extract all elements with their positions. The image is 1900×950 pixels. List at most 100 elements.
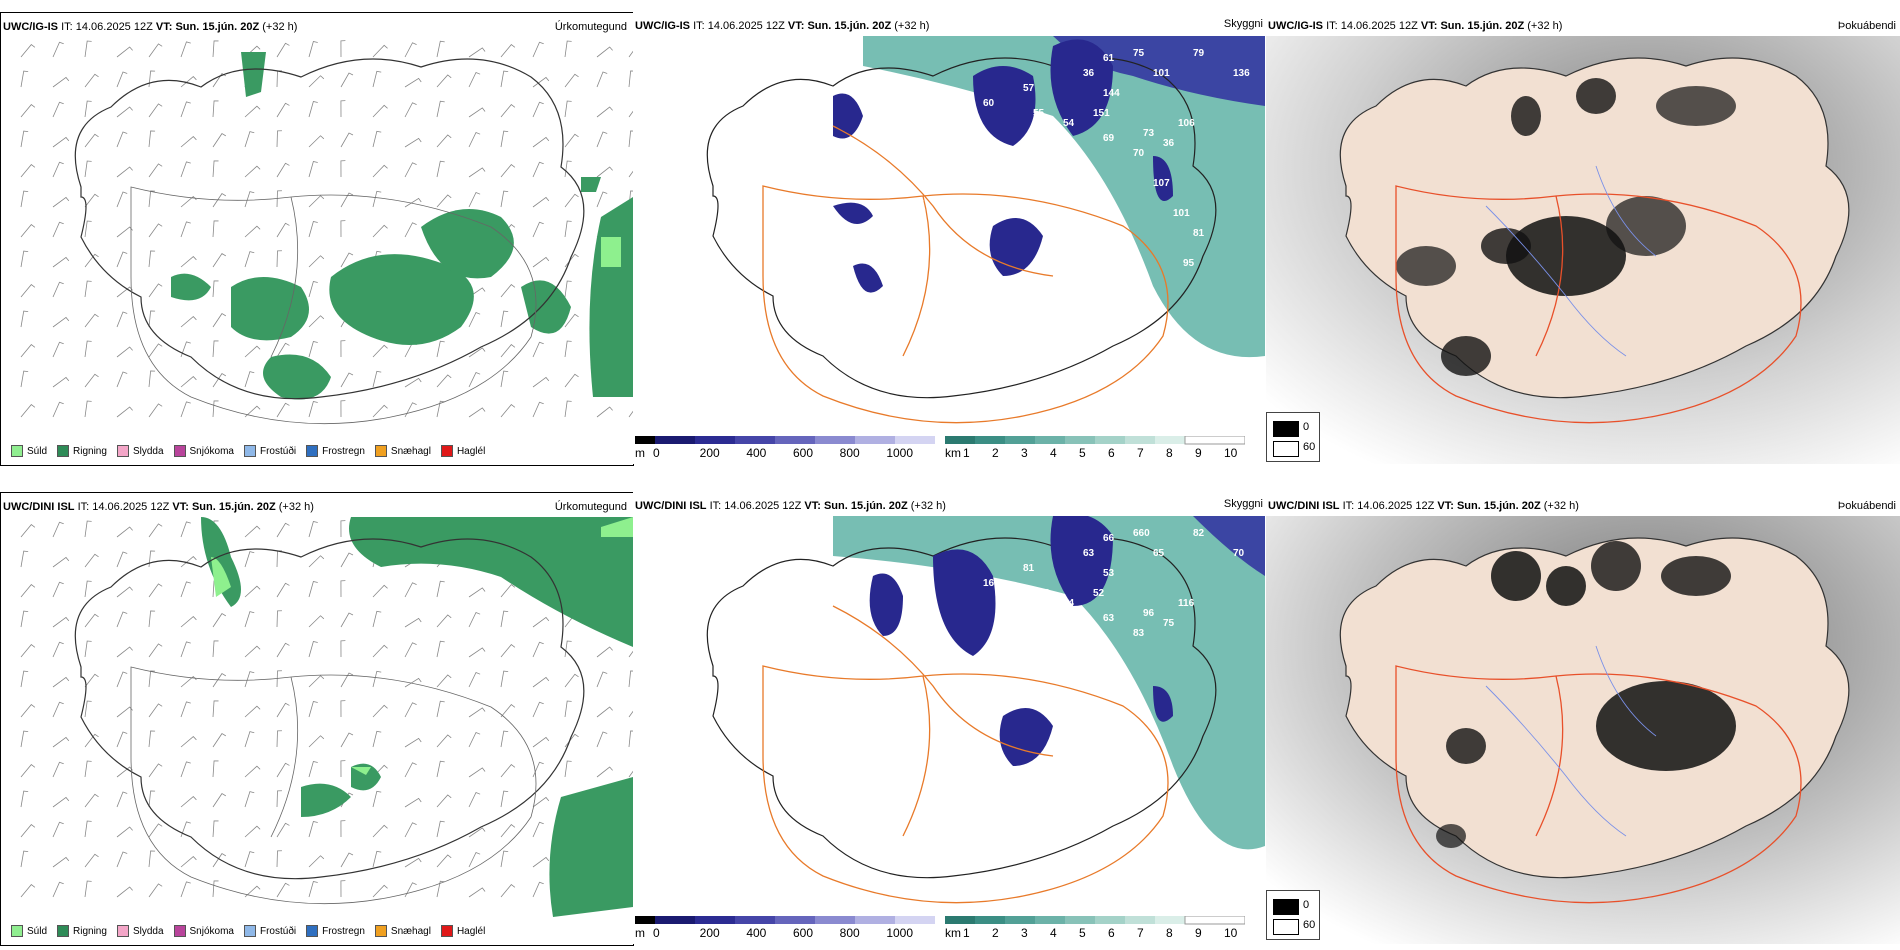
legend-label: Rigning <box>73 925 107 937</box>
wind-barb <box>212 280 219 298</box>
colorbar-tick: 1 <box>963 926 970 940</box>
visibility-colorbar <box>945 916 1245 925</box>
wind-barb <box>148 850 156 868</box>
panel-header: UWC/DINI ISL IT: 14.06.2025 12Z VT: Sun.… <box>1268 500 1579 512</box>
colorbar-unit: km <box>945 926 961 940</box>
wind-barb <box>628 163 633 178</box>
wind-barb <box>84 313 99 328</box>
wind-barb <box>500 370 509 388</box>
colorbar-tick: 10 <box>1224 926 1238 940</box>
wind-barb <box>340 612 354 628</box>
wind-barb <box>404 197 422 208</box>
wind-barb <box>180 101 191 118</box>
wind-barb <box>148 610 156 628</box>
wind-barb <box>20 70 29 88</box>
wind-barb <box>116 71 128 88</box>
wind-barb <box>212 673 227 688</box>
fog-legend-max: 60 <box>1303 919 1316 931</box>
wind-barb <box>52 161 64 178</box>
legend-label: Frostúði <box>259 445 297 457</box>
visibility-value: 96 <box>1033 278 1045 289</box>
wind-barb <box>180 316 197 328</box>
legend-swatch <box>116 445 129 457</box>
wind-barb <box>20 644 36 658</box>
wind-barb <box>436 674 452 688</box>
wind-barb <box>340 72 354 88</box>
wind-barb <box>564 373 579 388</box>
visibility-value: 660 <box>1133 528 1150 539</box>
wind-barb <box>20 790 29 808</box>
visibility-panel: UWC/DINI ISL IT: 14.06.2025 12Z VT: Sun.… <box>633 492 1265 944</box>
wind-barb <box>564 193 579 208</box>
visibility-value: 70 <box>1133 148 1145 159</box>
visibility-value: 69 <box>1103 133 1115 144</box>
colorbar-tick: 0 <box>653 926 660 940</box>
wind-barb <box>532 821 544 838</box>
visibility-value: 75 <box>1163 618 1175 629</box>
wind-barb <box>116 166 133 178</box>
legend-swatch <box>173 445 186 457</box>
colorbar-tick: 9 <box>1195 926 1202 940</box>
wind-barb <box>212 820 219 838</box>
cloud-base-areas <box>869 516 1173 766</box>
wind-barb <box>468 167 486 178</box>
fog-legend-max: 60 <box>1303 441 1316 453</box>
it-value: 14.06.2025 12Z <box>724 500 802 512</box>
colorbar-tick: 3 <box>1021 446 1028 460</box>
wind-barb <box>116 526 133 538</box>
wind-barb <box>244 165 261 178</box>
wind-barb <box>340 700 346 718</box>
wind-barb <box>148 310 156 328</box>
wind-barb <box>20 524 36 538</box>
wind-barb <box>52 76 70 88</box>
wind-barb <box>180 856 197 868</box>
it-label: IT: <box>77 501 90 513</box>
wind-barb <box>52 221 64 238</box>
wind-barb <box>148 523 163 538</box>
wind-barb <box>308 101 318 118</box>
wind-barb <box>308 821 318 838</box>
wind-barb <box>84 640 92 658</box>
wind-barb <box>340 220 346 238</box>
wind-barb <box>532 701 544 718</box>
wind-barb <box>20 884 36 898</box>
visibility-value: 37 <box>983 328 995 339</box>
wind-barb <box>276 850 282 868</box>
wind-barb <box>180 641 191 658</box>
wind-barb <box>500 190 509 208</box>
wind-barb <box>148 670 156 688</box>
wind-barb <box>148 343 163 358</box>
visibility-value: 65 <box>963 338 975 349</box>
colorbar-tick: 5 <box>1079 446 1086 460</box>
wind-barb <box>468 671 481 688</box>
river-network <box>1485 165 1657 357</box>
wind-barb <box>84 40 92 58</box>
wind-barb <box>340 340 346 358</box>
legend-swatch <box>116 925 129 937</box>
roads <box>130 186 537 425</box>
wind-barb <box>596 406 613 418</box>
wind-barb <box>20 584 36 598</box>
wind-barb <box>52 701 64 718</box>
wind-barb <box>404 737 422 748</box>
wind-barb <box>404 402 417 418</box>
iceland-coastline <box>706 57 1217 399</box>
precip-legend: Súld Rigning Slydda Snjókoma Frostúði Frostre… <box>1 925 485 937</box>
panel-title: Skyggni <box>1223 18 1263 30</box>
wind-barb <box>564 700 572 718</box>
wind-barb <box>340 132 354 148</box>
visibility-value: 70 <box>1233 548 1245 559</box>
visibility-value: 75 <box>1133 48 1145 59</box>
wind-barb <box>372 884 388 898</box>
visibility-value: 63 <box>1103 613 1115 624</box>
legend-label: Snjókoma <box>189 925 234 937</box>
legend-swatch <box>243 925 256 937</box>
wind-barb <box>148 583 163 598</box>
vt-value: Sun. 15.jún. 20Z <box>175 21 260 33</box>
wind-barb <box>308 641 318 658</box>
wind-barb <box>596 166 613 178</box>
legend-swatch <box>374 445 387 457</box>
wind-barb <box>180 761 191 778</box>
wind-barb <box>468 731 481 748</box>
rain-areas <box>201 517 633 917</box>
